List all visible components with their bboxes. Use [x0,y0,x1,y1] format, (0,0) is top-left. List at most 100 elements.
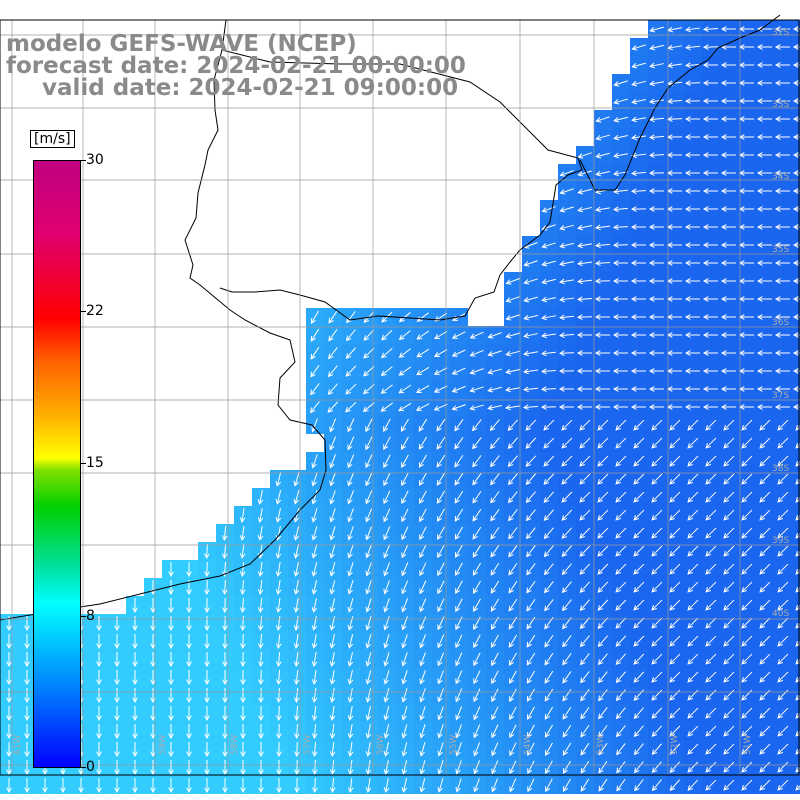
wind-arrow [562,688,572,702]
wind-arrow [168,742,174,758]
wind-arrow [383,742,390,757]
wind-arrow [561,545,573,558]
wind-arrow [487,386,502,393]
wind-arrow [523,278,538,285]
wind-arrow [756,206,772,212]
wind-arrow [756,116,772,122]
wind-arrow [509,670,517,685]
wind-arrow [437,580,445,595]
wind-arrow [756,134,772,140]
wind-arrow [6,634,12,650]
lon-label: 52W [670,735,680,755]
wind-arrow [543,437,555,449]
field-cell [792,650,800,668]
wind-arrow [612,242,629,248]
wind-arrow [401,742,408,757]
wind-arrow [365,634,372,649]
wind-arrow [186,688,192,704]
wind-arrow [329,490,336,505]
wind-arrow [723,653,735,665]
wind-arrow [594,242,611,249]
wind-arrow [380,384,393,394]
wind-arrow [454,526,464,540]
wind-arrow [651,527,663,539]
wind-arrow [702,296,718,302]
wind-arrow [723,707,735,719]
wind-arrow [562,706,572,720]
wind-arrow [684,242,700,248]
wind-arrow [275,580,282,595]
wind-arrow [419,580,427,595]
wind-arrow [491,760,499,775]
wind-arrow [523,350,538,357]
wind-arrow [437,544,445,559]
wind-arrow [684,80,701,86]
wind-arrow [723,635,735,647]
wind-arrow [651,545,663,557]
wind-arrow [649,62,664,69]
wind-arrow [401,454,409,469]
wind-arrow [434,330,448,340]
wind-arrow [615,509,627,521]
wind-arrow [433,385,448,393]
wind-arrow [759,527,771,539]
lat-label: 33S [772,100,789,110]
wind-arrow [702,116,718,122]
wind-arrow [597,563,609,575]
wind-arrow [257,579,264,595]
wind-arrow [543,545,554,558]
wind-arrow [487,368,502,375]
wind-arrow [329,598,336,613]
wind-arrow [490,473,500,486]
wind-arrow [96,706,102,722]
wind-arrow [345,383,357,395]
wind-arrow [132,634,138,650]
wind-arrow [579,473,591,485]
wind-arrow [132,724,138,740]
wind-arrow [186,724,192,740]
wind-arrow [774,80,790,86]
wind-arrow [365,688,372,703]
wind-arrow [562,742,572,756]
wind-arrow [630,350,646,356]
wind-arrow [473,706,481,721]
colorbar-tick-label: 15 [86,455,104,471]
wind-arrow [669,671,681,683]
wind-arrow [419,670,426,685]
wind-arrow [365,616,372,631]
wind-arrow [687,725,699,737]
wind-arrow [702,206,718,212]
wind-arrow [759,743,771,755]
wind-arrow [669,653,681,665]
wind-arrow [132,760,138,776]
wind-arrow [544,581,554,594]
colorbar-unit: [m/s] [30,130,75,148]
wind-arrow [687,779,699,791]
wind-arrow [383,508,391,523]
lon-label: 61W [13,735,23,755]
wind-arrow [437,778,444,793]
wind-arrow [416,366,430,376]
wind-arrow [24,724,30,740]
wind-arrow [651,743,662,756]
wind-arrow [580,707,590,720]
wind-arrow [705,509,717,521]
wind-arrow [505,332,520,339]
wind-arrow [491,724,499,739]
wind-arrow [597,671,608,684]
wind-arrow [329,418,337,433]
wind-arrow [579,527,591,539]
wind-arrow [24,760,30,776]
wind-arrow [792,152,800,158]
wind-arrow [472,437,482,450]
wind-arrow [204,670,210,686]
wind-arrow [615,707,626,720]
wind-arrow [472,580,481,594]
wind-arrow [648,188,664,194]
wind-arrow [720,314,736,320]
lon-label: 56W [376,735,386,755]
wind-arrow [507,491,518,504]
wind-arrow [380,348,393,359]
wind-arrow [631,98,646,105]
wind-arrow [293,562,300,577]
